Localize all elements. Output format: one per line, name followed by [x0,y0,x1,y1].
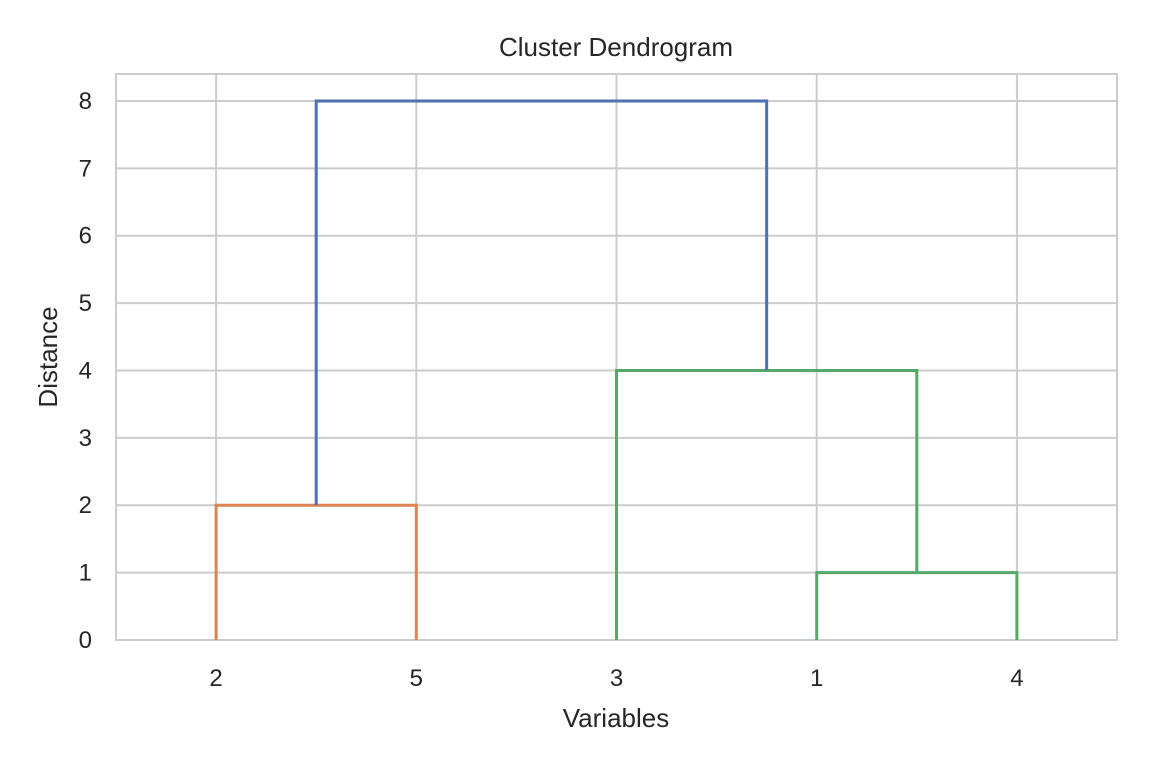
x-tick-label: 5 [410,665,423,692]
x-tick-label: 3 [610,665,623,692]
chart-title: Cluster Dendrogram [499,32,733,62]
y-tick-label: 4 [79,357,92,384]
y-tick-labels: 0 1 2 3 4 5 6 7 8 [79,88,92,654]
dendrogram-links [214,99,1019,640]
y-tick-label: 1 [79,560,92,587]
y-tick-label: 3 [79,425,92,452]
x-tick-label: 2 [209,665,222,692]
x-tick-labels: 2 5 3 1 4 [209,665,1023,692]
y-tick-label: 6 [79,223,92,250]
x-axis-title: Variables [563,703,669,733]
y-tick-label: 8 [79,88,92,115]
x-tick-label: 4 [1010,665,1023,692]
x-tick-label: 1 [810,665,823,692]
y-axis-title: Distance [33,306,63,407]
y-tick-label: 0 [79,627,92,654]
dendrogram-link-1 [815,571,1019,640]
y-tick-label: 7 [79,155,92,182]
y-tick-label: 2 [79,492,92,519]
y-tick-label: 5 [79,290,92,317]
dendrogram-link-4 [314,99,769,506]
